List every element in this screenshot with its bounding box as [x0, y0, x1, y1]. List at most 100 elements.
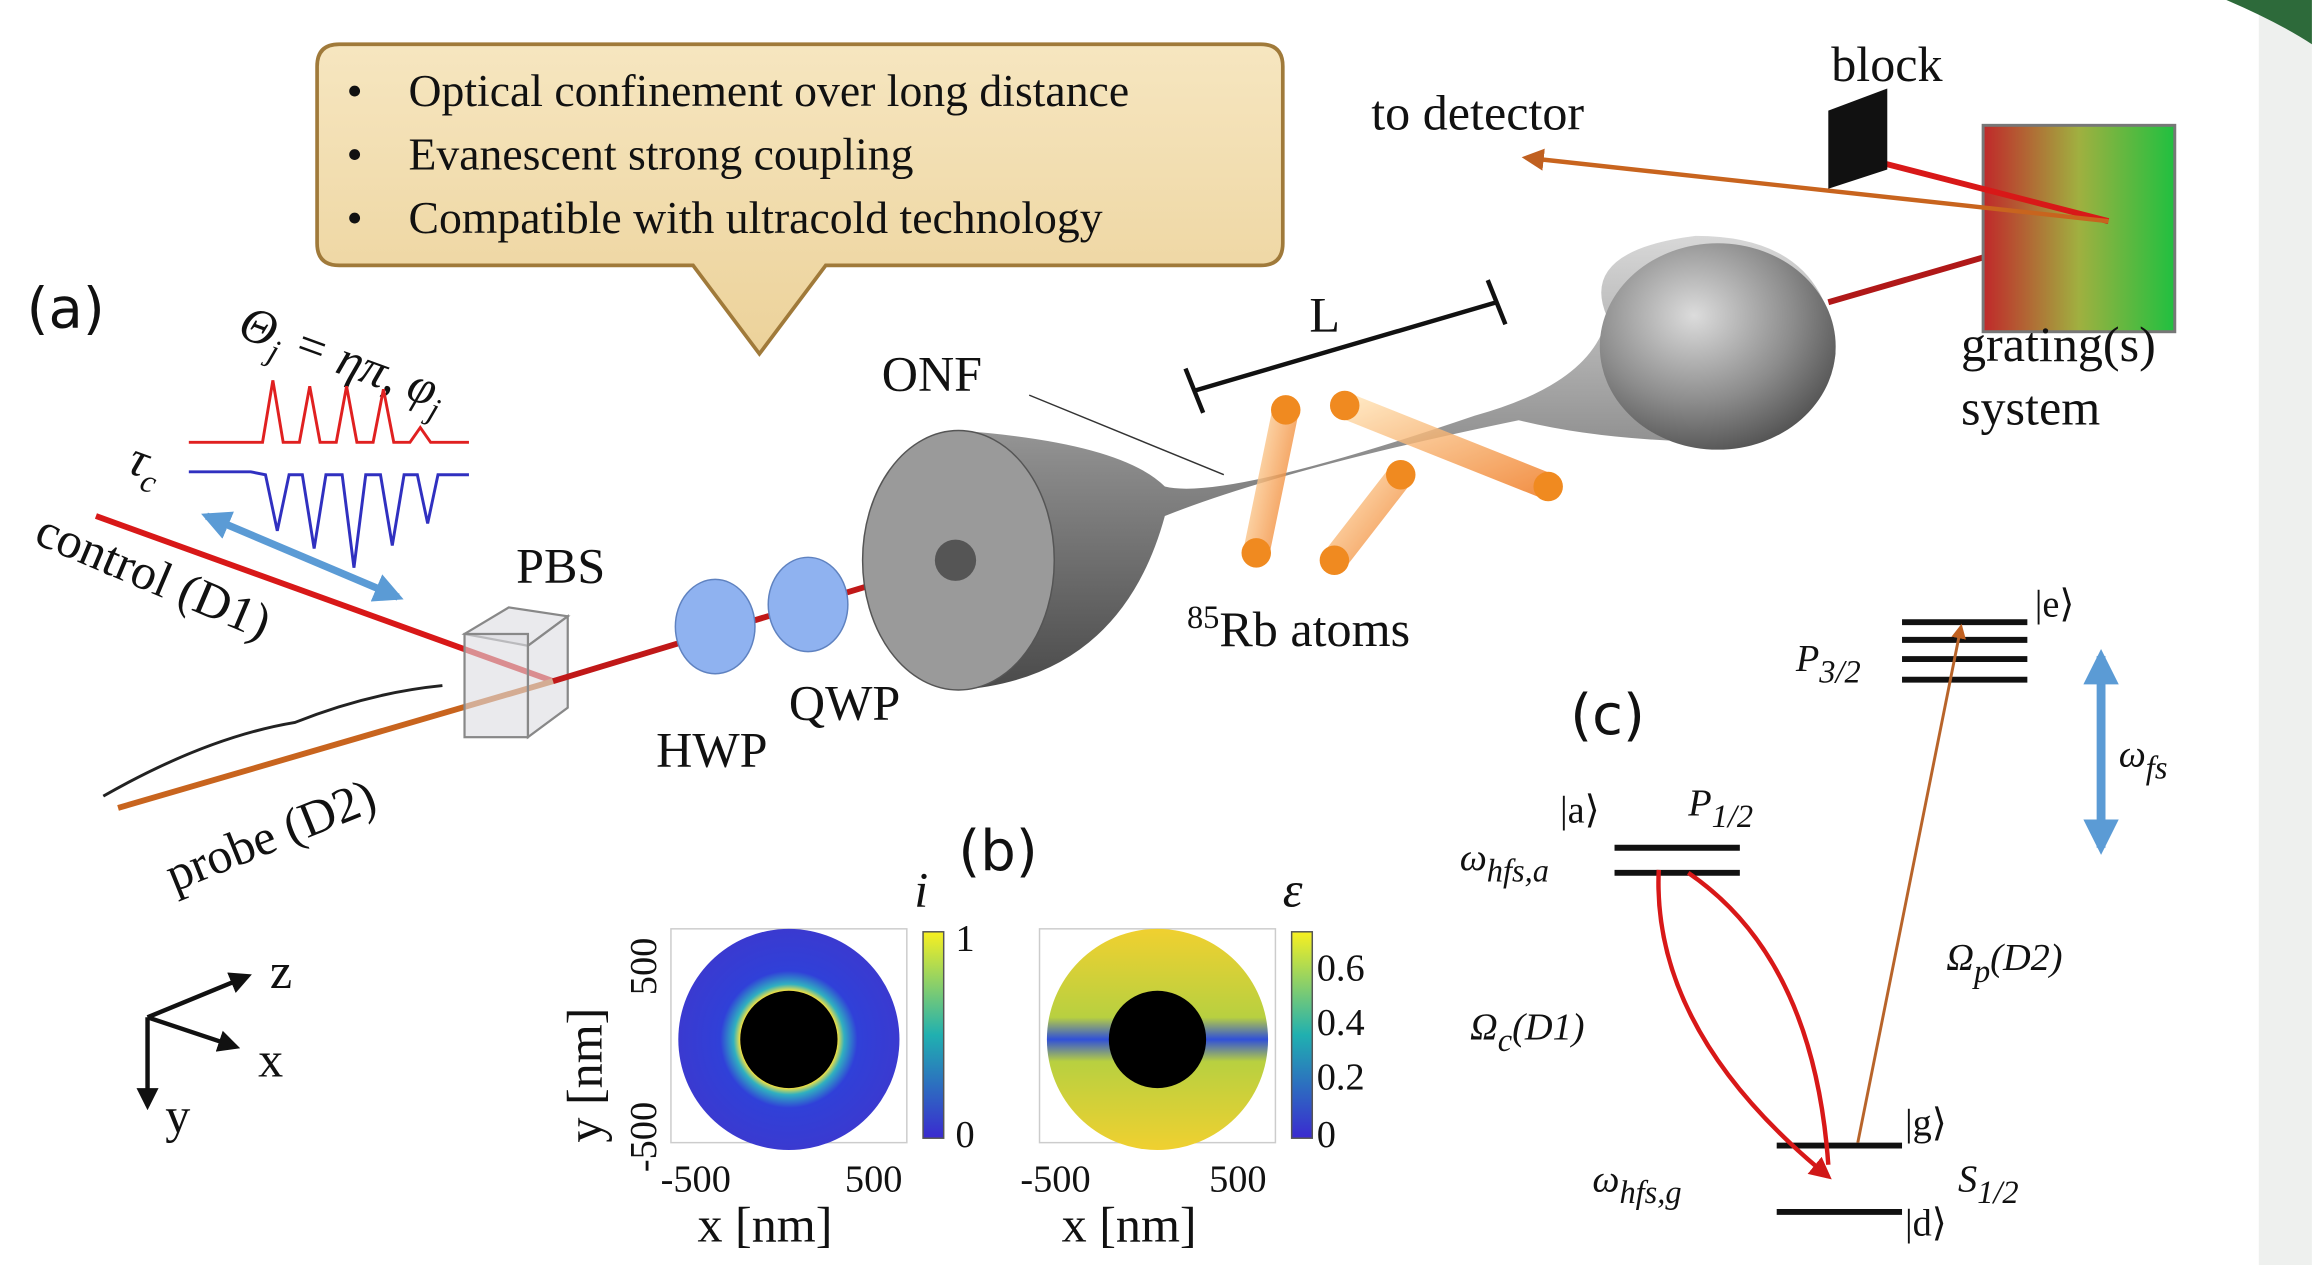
splitting-label: ωhfs,g [1592, 1158, 1681, 1211]
x-tick: 500 [1209, 1158, 1267, 1200]
colorbar-tick: 0 [955, 1114, 974, 1156]
panel-label: (b) [958, 819, 1037, 884]
probe-transition [1856, 623, 1966, 1143]
panel-label: (a) [27, 276, 105, 341]
state-label: |d⟩ [1905, 1203, 1947, 1245]
bullet: • [347, 129, 363, 180]
length-bar [1183, 279, 1508, 414]
symbol: ω [1592, 1158, 1619, 1200]
plot-quantity: ε [1283, 862, 1303, 918]
callout-item: Evanescent strong coupling [409, 129, 914, 180]
callout-list: • Optical confinement over long distance… [347, 65, 1130, 243]
block-label: block [1831, 36, 1943, 92]
subscript: hfs,a [1487, 854, 1549, 890]
coord-axes [136, 972, 252, 1111]
x-tick: 500 [845, 1158, 903, 1200]
hwp-label: HWP [656, 722, 767, 778]
rabi-label: Ωc(D1) [1470, 1006, 1584, 1059]
colorbar-tick: 0 [1317, 1114, 1336, 1156]
splitting-label: ωhfs,a [1460, 837, 1549, 890]
length-label: L [1309, 287, 1340, 343]
pbs-label: PBS [516, 537, 605, 593]
colorbar-tick: 0.6 [1317, 947, 1365, 989]
fiber-core-map [1108, 990, 1207, 1089]
y-tick: -500 [623, 1102, 665, 1172]
level-label: P1/2 [1687, 782, 1753, 835]
bullet: • [347, 192, 363, 243]
energy-levels [1614, 619, 2028, 1215]
colorbar-tick: 0.4 [1317, 1002, 1365, 1044]
control-label: control (D1) [28, 501, 279, 650]
onf-pointer [1028, 394, 1225, 476]
probe-pulses [188, 470, 469, 568]
block [1828, 88, 1888, 189]
qwp [767, 556, 849, 653]
subscript: c [1498, 1023, 1513, 1059]
subscript: 3/2 [1818, 655, 1860, 691]
detector-beam [1521, 148, 2109, 224]
symbol: P [1795, 638, 1819, 680]
edge-corner [2226, 0, 2312, 45]
y-label: y [nm] [557, 1008, 613, 1143]
edge-band [2258, 0, 2312, 1265]
axis-x: x [258, 1031, 283, 1087]
control-transition [1656, 869, 1832, 1180]
control-pulses [188, 380, 469, 444]
grating [1981, 123, 2177, 334]
pbs-cube [461, 606, 571, 740]
fiber-core [934, 539, 977, 581]
subscript: p [1972, 954, 1990, 990]
symbol: ω [1460, 837, 1487, 879]
detector-label: to detector [1371, 85, 1584, 141]
y-tick: 500 [623, 938, 665, 996]
tau-label: τc [119, 430, 172, 502]
symbol: = ηπ, φ [275, 309, 446, 417]
colorbar-tick: 0.2 [1317, 1057, 1365, 1099]
symbol: ω [2119, 734, 2146, 776]
x-label: x [nm] [697, 1196, 832, 1252]
callout-item: Optical confinement over long distance [409, 65, 1130, 116]
axis-z: z [270, 943, 292, 999]
symbol: S [1958, 1158, 1977, 1200]
rabi-label: Ωp(D2) [1946, 937, 2062, 990]
x-label: x [nm] [1062, 1196, 1197, 1252]
line-name: (D1) [1512, 1006, 1584, 1048]
colorbar-tick: 1 [955, 918, 974, 960]
colorbar [1290, 931, 1314, 1139]
probe-envelope [102, 684, 443, 798]
axis-y: y [165, 1087, 190, 1143]
panel-label: (c) [1570, 683, 1645, 748]
subscript: hfs,g [1619, 1175, 1681, 1211]
subscript: 1/2 [1712, 799, 1753, 835]
level-label: S1/2 [1958, 1158, 2019, 1211]
x-tick: -500 [1020, 1158, 1090, 1200]
atoms-label: 85Rb atoms [1187, 600, 1410, 657]
grating-label: system [1961, 380, 2100, 436]
subscript: fs [2146, 750, 2168, 786]
callout-box [315, 42, 1285, 357]
colorbar [922, 931, 945, 1139]
subscript: 1/2 [1977, 1175, 2018, 1211]
hwp [674, 578, 756, 675]
delay-arrow [201, 511, 404, 602]
fiber-core-map [740, 990, 838, 1089]
atoms [1241, 390, 1563, 575]
state-label: |g⟩ [1905, 1102, 1947, 1144]
splitting-label: ωfs [2119, 734, 2168, 787]
state-label: |a⟩ [1560, 790, 1600, 832]
symbol: P [1687, 782, 1711, 824]
level-label: P3/2 [1795, 638, 1861, 691]
onf-label: ONF [882, 346, 982, 402]
x-tick: -500 [661, 1158, 731, 1200]
line-name: (D2) [1990, 937, 2062, 979]
callout-item: Compatible with ultracold technology [409, 192, 1103, 243]
state-label: |e⟩ [2035, 583, 2075, 625]
qwp-label: QWP [789, 674, 900, 730]
blocked-beam [1844, 146, 2110, 225]
fiber-bulb [1599, 243, 1836, 450]
control-transition [1686, 870, 1831, 1165]
symbol: Ω [1946, 937, 1974, 979]
